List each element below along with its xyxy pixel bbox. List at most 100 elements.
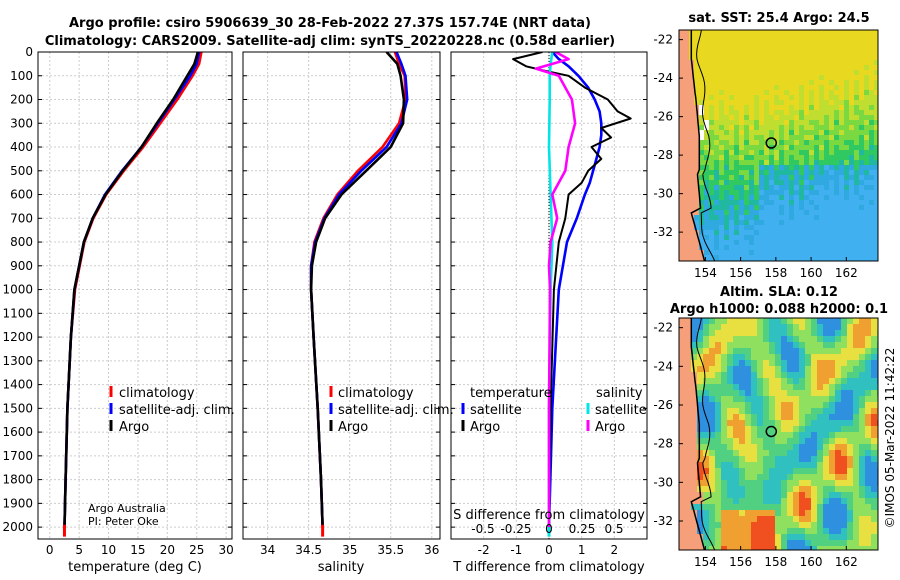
map-cell [854,60,860,66]
map-cell [729,120,735,126]
map-cell [709,45,715,51]
map-cell [739,384,746,391]
salinity-legend: climatology satellite-adj. clim. Argo [329,386,454,435]
map-cell [829,35,835,41]
map-cell [793,450,800,457]
map-cell [734,35,740,41]
map-cell [869,215,875,221]
map-cell [779,60,785,66]
map-cell [679,220,685,226]
map-cell [774,75,780,81]
map-cell [819,165,825,171]
map-cell [699,90,705,96]
map-cell [729,155,735,161]
map-cell [835,480,842,487]
map-cell [814,80,820,86]
legend-label-satellite: satellite-adj. clim. [338,403,454,418]
map-cell [744,120,750,126]
map-cell [775,498,782,505]
map-cell [744,145,750,151]
map-cell [799,95,805,101]
map-cell [719,230,725,236]
map-cell [835,462,842,469]
map-cell [697,498,704,505]
map-x-tick-label: 156 [729,555,752,569]
map-cell [691,546,698,550]
x-tick-label: 1 [578,543,586,557]
map-cell [704,80,710,86]
map-cell [751,528,758,535]
map-cell [784,110,790,116]
map-y-tick-label: -24 [653,71,673,85]
map-cell [754,45,760,51]
map-cell [811,438,818,445]
map-cell [764,65,770,71]
map-cell [853,492,860,499]
map-cell [689,180,695,186]
map-cell [744,250,750,256]
map-cell [841,384,848,391]
map-cell [744,225,750,231]
map-cell [829,215,835,221]
difference-xlabel: T difference from climatology [452,560,645,575]
map-cell [789,100,795,106]
map-cell [754,105,760,111]
map-cell [684,40,690,46]
map-cell [709,492,716,499]
map-cell [694,80,700,86]
map-cell [769,474,776,481]
map-cell [744,175,750,181]
map-cell [699,135,705,141]
map-cell [694,115,700,121]
map-cell [781,324,788,331]
x-tick-label: 30 [218,543,233,557]
map-cell [849,210,855,216]
map-cell [847,498,854,505]
map-cell [829,230,835,236]
map-cell [691,438,698,445]
map-cell [691,402,698,409]
map-cell [759,250,765,256]
map-cell [684,160,690,166]
map-cell [819,80,825,86]
map-cell [789,225,795,231]
map-cell [841,546,848,550]
map-cell [799,420,806,427]
map-cell [814,250,820,256]
map-cell [749,140,755,146]
map-cell [844,155,850,161]
map-cell [769,210,775,216]
map-cell [727,354,734,361]
map-cell [787,408,794,415]
map-cell [874,210,878,216]
map-cell [793,372,800,379]
map-cell [823,324,830,331]
map-cell [814,140,820,146]
map-cell [745,420,752,427]
map-cell [709,145,715,151]
map-cell [864,220,870,226]
map-cell [709,255,715,261]
map-cell [839,205,845,211]
map-y-tick-label: -22 [653,321,673,335]
map-cell [829,432,836,439]
map-cell [764,125,770,131]
map-cell [719,160,725,166]
map-cell [684,95,690,101]
map-cell [847,348,854,355]
map-cell [819,105,825,111]
map-cell [729,190,735,196]
map-cell [679,30,685,36]
map-cell [685,462,692,469]
map-cell [781,450,788,457]
map-cell [817,480,824,487]
map-cell [769,155,775,161]
map-cell [834,35,840,41]
map-cell [739,450,746,457]
map-cell [865,402,872,409]
map-cell [774,80,780,86]
map-cell [727,510,734,517]
map-cell [859,100,865,106]
map-cell [805,498,812,505]
